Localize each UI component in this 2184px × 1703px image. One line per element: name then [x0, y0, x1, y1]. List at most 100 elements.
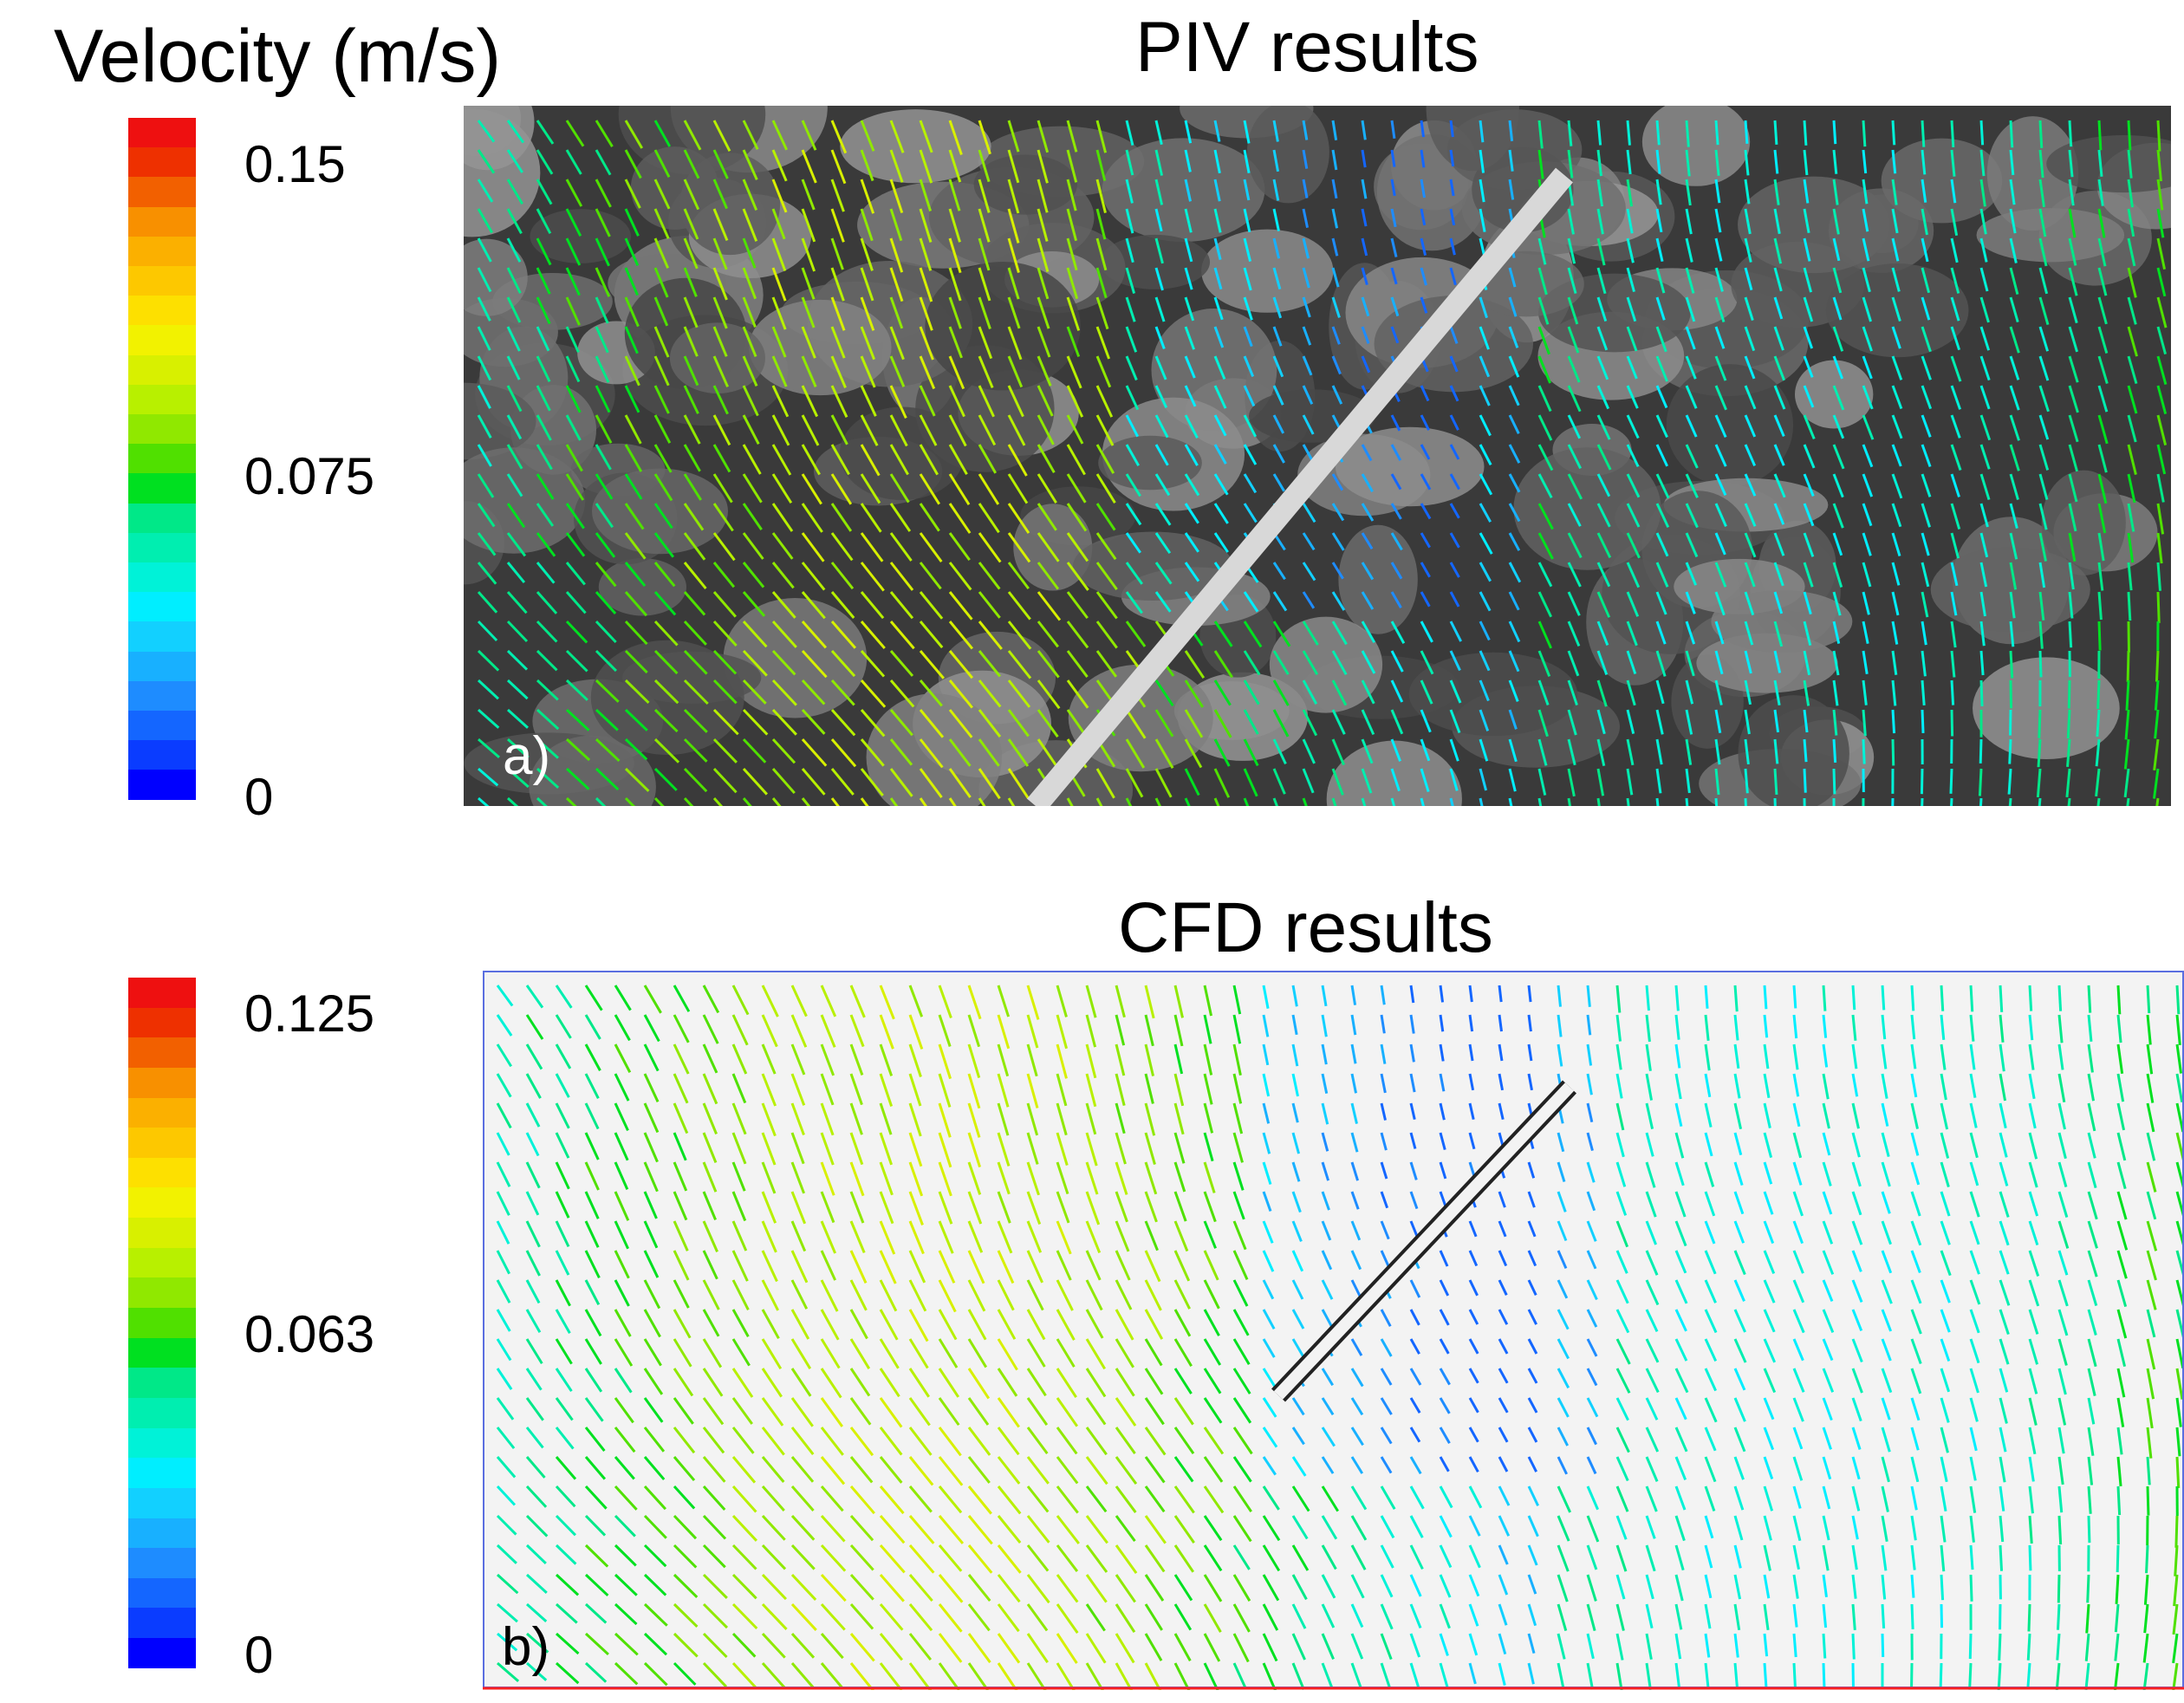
- velocity-vector: [1213, 473, 1229, 496]
- velocity-vector: [536, 503, 555, 527]
- velocity-vector: [2028, 1544, 2032, 1571]
- velocity-vector: [2097, 326, 2109, 354]
- velocity-vector: [1350, 1603, 1364, 1628]
- velocity-vector: [497, 1602, 518, 1623]
- velocity-vector: [1321, 1427, 1336, 1447]
- velocity-vector: [801, 591, 826, 620]
- velocity-vector: [2087, 1397, 2096, 1425]
- velocity-vector: [908, 1338, 929, 1369]
- velocity-vector: [1026, 1456, 1050, 1485]
- velocity-vector: [1232, 1014, 1242, 1044]
- velocity-vector: [2026, 1633, 2031, 1661]
- velocity-vector: [1645, 1191, 1657, 1218]
- velocity-vector: [2097, 414, 2109, 445]
- velocity-vector: [1184, 179, 1192, 202]
- velocity-vector: [2038, 444, 2050, 471]
- velocity-vector: [1999, 1544, 2004, 1571]
- velocity-vector: [1891, 355, 1903, 380]
- velocity-vector: [879, 1427, 903, 1456]
- velocity-vector: [820, 1544, 847, 1572]
- velocity-vector: [1350, 1662, 1362, 1688]
- velocity-vector: [1125, 267, 1136, 294]
- velocity-vector: [1409, 1603, 1422, 1628]
- velocity-vector: [1262, 1220, 1274, 1244]
- velocity-vector: [1685, 120, 1690, 147]
- velocity-vector: [497, 1661, 520, 1683]
- velocity-vector: [1203, 1633, 1221, 1662]
- velocity-vector: [1331, 532, 1345, 551]
- velocity-vector: [1744, 532, 1757, 558]
- velocity-vector: [1674, 1397, 1687, 1420]
- velocity-vector: [1744, 562, 1756, 588]
- velocity-vector: [1685, 444, 1699, 469]
- velocity-vector: [919, 414, 938, 446]
- velocity-vector: [1803, 179, 1810, 204]
- velocity-vector: [1213, 738, 1231, 767]
- velocity-vector: [1969, 1014, 1975, 1042]
- velocity-vector: [1350, 1456, 1364, 1474]
- velocity-vector: [496, 1014, 513, 1037]
- velocity-vector: [948, 208, 961, 243]
- velocity-vector: [2116, 1338, 2127, 1368]
- velocity-vector: [1910, 1338, 1922, 1365]
- velocity-vector: [1940, 1073, 1947, 1101]
- velocity-vector: [1262, 1073, 1271, 1097]
- velocity-vector: [1822, 1250, 1835, 1275]
- velocity-vector: [1685, 591, 1696, 614]
- panel-label-a: a): [503, 726, 551, 786]
- velocity-vector: [761, 1338, 783, 1369]
- velocity-vector: [1714, 503, 1727, 527]
- velocity-vector: [702, 1456, 726, 1483]
- velocity-vector: [1674, 1574, 1684, 1602]
- velocity-vector: [1331, 709, 1346, 735]
- velocity-vector: [1037, 237, 1050, 272]
- velocity-vector: [1979, 326, 1991, 351]
- velocity-vector: [1910, 1191, 1921, 1217]
- velocity-vector: [2028, 1515, 2033, 1544]
- velocity-vector: [1468, 1309, 1479, 1325]
- velocity-vector: [712, 591, 737, 618]
- velocity-vector: [643, 1338, 662, 1367]
- velocity-vector: [1350, 1397, 1364, 1416]
- velocity-vector: [1173, 1132, 1186, 1164]
- velocity-vector: [2175, 1014, 2181, 1046]
- velocity-vector: [1792, 1014, 1798, 1039]
- velocity-vector: [1144, 1191, 1158, 1223]
- velocity-vector: [555, 985, 573, 1009]
- velocity-vector: [820, 1514, 846, 1543]
- velocity-vector: [1969, 1338, 1980, 1364]
- velocity-vector: [1302, 503, 1316, 523]
- velocity-vector: [1272, 797, 1278, 806]
- velocity-vector: [2127, 355, 2138, 385]
- velocity-vector: [1704, 1014, 1710, 1041]
- velocity-vector: [643, 1427, 666, 1453]
- velocity-vector: [1243, 267, 1252, 291]
- velocity-vector: [1272, 385, 1284, 406]
- velocity-vector: [2116, 985, 2122, 1015]
- velocity-vector: [1792, 1191, 1804, 1217]
- velocity-vector: [1979, 621, 1986, 647]
- velocity-vector: [1851, 1574, 1857, 1599]
- velocity-vector: [2154, 679, 2160, 711]
- velocity-vector: [624, 473, 643, 500]
- velocity-vector: [1420, 503, 1432, 520]
- velocity-vector: [1921, 208, 1928, 236]
- velocity-vector: [1203, 1485, 1225, 1514]
- velocity-vector: [731, 1309, 750, 1338]
- velocity-vector: [1026, 1132, 1039, 1165]
- velocity-vector: [820, 985, 837, 1017]
- velocity-vector: [1999, 1073, 2007, 1102]
- velocity-vector: [506, 296, 522, 323]
- velocity-vector: [526, 1661, 548, 1681]
- velocity-vector: [2095, 738, 2101, 767]
- velocity-vector: [536, 767, 560, 789]
- velocity-vector: [1744, 738, 1750, 765]
- velocity-vector: [2028, 1191, 2039, 1217]
- velocity-vector: [790, 1397, 814, 1427]
- velocity-vector: [2028, 1043, 2035, 1070]
- velocity-vector: [967, 1220, 984, 1253]
- velocity-vector: [1567, 532, 1583, 559]
- velocity-vector: [2028, 1309, 2039, 1335]
- velocity-vector: [1803, 591, 1812, 615]
- velocity-vector: [978, 385, 995, 418]
